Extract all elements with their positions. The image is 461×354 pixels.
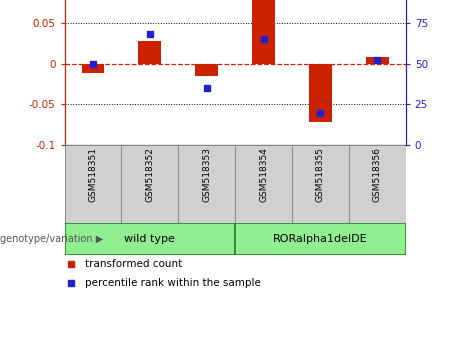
Bar xyxy=(309,64,332,122)
Text: genotype/variation ▶: genotype/variation ▶ xyxy=(0,234,103,244)
Text: GSM518352: GSM518352 xyxy=(145,148,154,202)
Text: GSM518355: GSM518355 xyxy=(316,148,325,202)
Bar xyxy=(178,145,235,223)
Bar xyxy=(138,41,161,64)
Bar xyxy=(195,64,218,76)
Bar xyxy=(292,145,349,223)
Text: percentile rank within the sample: percentile rank within the sample xyxy=(85,278,261,288)
Bar xyxy=(65,145,121,223)
Bar xyxy=(235,145,292,223)
Bar xyxy=(235,223,406,255)
Bar xyxy=(121,145,178,223)
Bar xyxy=(349,145,406,223)
Text: RORalpha1delDE: RORalpha1delDE xyxy=(273,234,368,244)
Bar xyxy=(82,64,104,74)
Text: GSM518354: GSM518354 xyxy=(259,148,268,202)
Text: wild type: wild type xyxy=(124,234,175,244)
Text: GSM518356: GSM518356 xyxy=(373,148,382,202)
Bar xyxy=(65,223,235,255)
Text: GSM518353: GSM518353 xyxy=(202,148,211,202)
Text: transformed count: transformed count xyxy=(85,259,182,269)
Text: GSM518351: GSM518351 xyxy=(89,148,97,202)
Bar xyxy=(252,0,275,64)
Bar xyxy=(366,57,389,64)
